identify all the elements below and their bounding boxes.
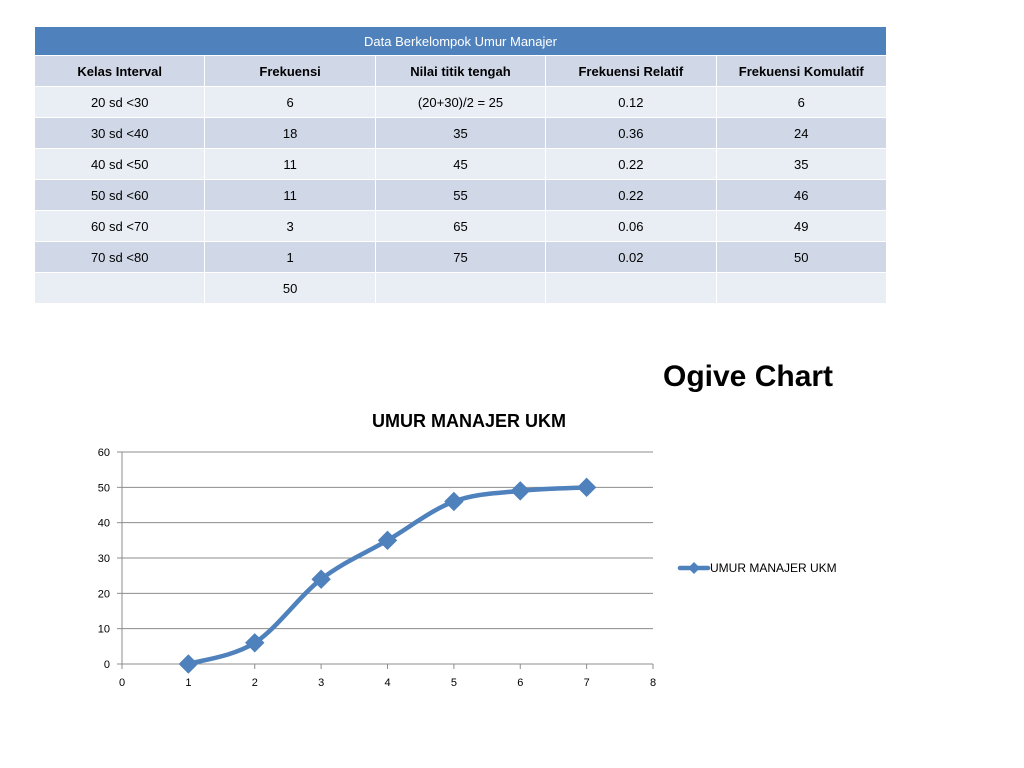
axes xyxy=(117,451,654,669)
frequency-table: Data Berkelompok Umur Manajer Kelas Inte… xyxy=(33,26,888,304)
table-cell: 0.22 xyxy=(545,179,717,211)
header-nilai-titik-tengah: Nilai titik tengah xyxy=(374,55,547,87)
y-tick-label: 40 xyxy=(98,518,110,530)
table-total-row: 50 xyxy=(33,272,888,304)
data-point xyxy=(444,491,464,512)
table-cell: 0.36 xyxy=(545,117,717,149)
y-tick-label: 50 xyxy=(98,482,110,494)
data-point xyxy=(245,633,265,653)
table-cell xyxy=(33,272,206,304)
y-tick-label: 60 xyxy=(98,447,110,459)
x-tick-label: 8 xyxy=(650,677,656,689)
y-tick-label: 10 xyxy=(98,624,110,636)
header-kelas-interval: Kelas Interval xyxy=(33,55,206,87)
legend-marker xyxy=(688,562,700,574)
data-point xyxy=(178,654,199,674)
table-cell xyxy=(545,272,717,304)
slide-title: Ogive Chart xyxy=(663,360,834,393)
x-tick-label: 0 xyxy=(119,677,125,689)
data-point xyxy=(510,481,530,501)
table-cell: 6 xyxy=(715,86,888,118)
table-cell: 60 sd <70 xyxy=(33,210,206,242)
chart-title: UMUR MANAJER UKM xyxy=(372,411,566,431)
legend-label: UMUR MANAJER UKM xyxy=(710,561,837,575)
table-cell: 70 sd <80 xyxy=(33,241,206,273)
legend: UMUR MANAJER UKM xyxy=(677,561,837,575)
table-cell: 65 xyxy=(374,210,547,242)
series xyxy=(178,477,597,674)
table-cell: 20 sd <30 xyxy=(33,86,206,118)
table-cell xyxy=(715,272,888,304)
header-frekuensi-komulatif: Frekuensi Komulatif xyxy=(715,55,888,87)
table-cell: 50 xyxy=(715,241,888,273)
data-point xyxy=(311,569,331,589)
y-tick-label: 0 xyxy=(104,659,110,671)
table-cell: 18 xyxy=(204,117,376,149)
y-tick-label: 30 xyxy=(98,553,110,565)
table-cell: 0.22 xyxy=(545,148,717,180)
x-tick-label: 1 xyxy=(185,677,191,689)
x-tick-label: 3 xyxy=(318,677,324,689)
x-tick-label: 6 xyxy=(517,677,523,689)
table-caption: Data Berkelompok Umur Manajer xyxy=(34,26,887,56)
table-cell: 11 xyxy=(204,179,376,211)
table-cell: 55 xyxy=(374,179,547,211)
data-point xyxy=(377,530,398,551)
table-cell: 11 xyxy=(204,148,376,180)
table-row: 60 sd <70 3 65 0.06 49 xyxy=(33,210,888,242)
table-row: 40 sd <50 11 45 0.22 35 xyxy=(33,148,888,180)
table-row: 50 sd <60 11 55 0.22 46 xyxy=(33,179,888,211)
series-line xyxy=(186,485,589,667)
table-header-row: Kelas Interval Frekuensi Nilai titik ten… xyxy=(33,55,888,87)
x-tick-label: 4 xyxy=(384,677,390,689)
x-tick-label: 2 xyxy=(252,677,258,689)
table-cell: 30 sd <40 xyxy=(33,117,206,149)
table-cell: 46 xyxy=(715,179,888,211)
table-cell: 40 sd <50 xyxy=(33,148,206,180)
y-tick-label: 20 xyxy=(98,588,110,600)
table-row: 30 sd <40 18 35 0.36 24 xyxy=(33,117,888,149)
table-cell: 6 xyxy=(204,86,376,118)
x-tick-label: 5 xyxy=(451,677,457,689)
table-cell: 35 xyxy=(374,117,547,149)
header-frekuensi-relatif: Frekuensi Relatif xyxy=(545,55,717,87)
table-cell: 24 xyxy=(715,117,888,149)
tick-labels: 0 10 20 30 40 50 60 0 1 2 3 4 5 6 7 8 xyxy=(98,447,656,689)
table-cell: 3 xyxy=(204,210,376,242)
data-point xyxy=(576,477,597,498)
table-cell: 35 xyxy=(715,148,888,180)
x-tick-label: 7 xyxy=(584,677,590,689)
table-cell xyxy=(374,272,547,304)
table-cell: 1 xyxy=(204,241,376,273)
table-cell: 75 xyxy=(374,241,547,273)
table-total-cell: 50 xyxy=(204,272,376,304)
